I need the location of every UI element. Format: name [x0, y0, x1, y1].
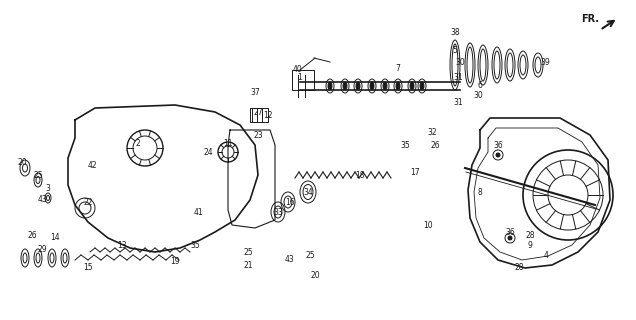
Text: 7: 7 — [396, 63, 401, 73]
Text: 40: 40 — [293, 65, 303, 74]
Text: 14: 14 — [50, 233, 60, 242]
Text: 10: 10 — [423, 220, 433, 229]
Text: 23: 23 — [253, 131, 263, 140]
Text: 8: 8 — [478, 188, 482, 196]
Text: 29: 29 — [37, 244, 47, 253]
Text: 31: 31 — [453, 73, 463, 82]
Text: 24: 24 — [203, 148, 213, 156]
Text: 31: 31 — [453, 98, 463, 107]
Ellipse shape — [410, 82, 414, 90]
Text: 16: 16 — [285, 197, 295, 206]
Text: 43: 43 — [285, 254, 295, 263]
Ellipse shape — [328, 82, 332, 90]
Text: 12: 12 — [263, 110, 273, 119]
Text: 3: 3 — [46, 183, 50, 193]
Text: 20: 20 — [17, 157, 27, 166]
Text: 19: 19 — [170, 258, 180, 267]
Text: 25: 25 — [305, 251, 315, 260]
Circle shape — [508, 236, 512, 240]
Text: 28: 28 — [515, 263, 524, 273]
Text: 36: 36 — [505, 228, 515, 236]
Ellipse shape — [356, 82, 360, 90]
Text: 25: 25 — [243, 247, 253, 257]
Text: 32: 32 — [427, 127, 437, 137]
Text: 36: 36 — [493, 140, 503, 149]
Text: 21: 21 — [243, 260, 252, 269]
Text: 22: 22 — [83, 197, 93, 206]
Text: 41: 41 — [193, 207, 203, 217]
Text: 42: 42 — [87, 161, 97, 170]
Text: 17: 17 — [410, 167, 420, 177]
Text: 39: 39 — [540, 58, 550, 67]
Text: 2: 2 — [135, 139, 141, 148]
Ellipse shape — [383, 82, 387, 90]
Text: 6: 6 — [478, 81, 483, 90]
Text: 35: 35 — [190, 241, 200, 250]
Bar — [250, 108, 268, 122]
Text: FR.: FR. — [581, 14, 599, 24]
Text: 27: 27 — [253, 108, 263, 116]
Text: 28: 28 — [525, 230, 535, 239]
Text: 11: 11 — [223, 139, 233, 148]
Text: 34: 34 — [303, 188, 313, 196]
Text: 33: 33 — [273, 207, 283, 217]
Text: 5: 5 — [453, 45, 457, 54]
Circle shape — [496, 153, 500, 157]
Bar — [292, 70, 314, 90]
Text: 30: 30 — [473, 91, 483, 100]
Text: 4: 4 — [544, 251, 548, 260]
Text: 25: 25 — [33, 171, 43, 180]
Text: 37: 37 — [250, 87, 260, 97]
Text: 30: 30 — [455, 58, 465, 67]
Text: 26: 26 — [27, 230, 37, 239]
Text: 26: 26 — [430, 140, 440, 149]
Ellipse shape — [396, 82, 400, 90]
Ellipse shape — [420, 82, 424, 90]
Text: 9: 9 — [528, 241, 532, 250]
Text: 43: 43 — [37, 195, 47, 204]
Text: 20: 20 — [310, 270, 320, 279]
Text: 35: 35 — [400, 140, 410, 149]
Text: 15: 15 — [83, 263, 93, 273]
Text: 13: 13 — [117, 241, 127, 250]
Text: 38: 38 — [450, 28, 460, 36]
Text: 18: 18 — [356, 171, 365, 180]
Ellipse shape — [343, 82, 347, 90]
Text: 1: 1 — [298, 73, 302, 82]
Ellipse shape — [370, 82, 374, 90]
